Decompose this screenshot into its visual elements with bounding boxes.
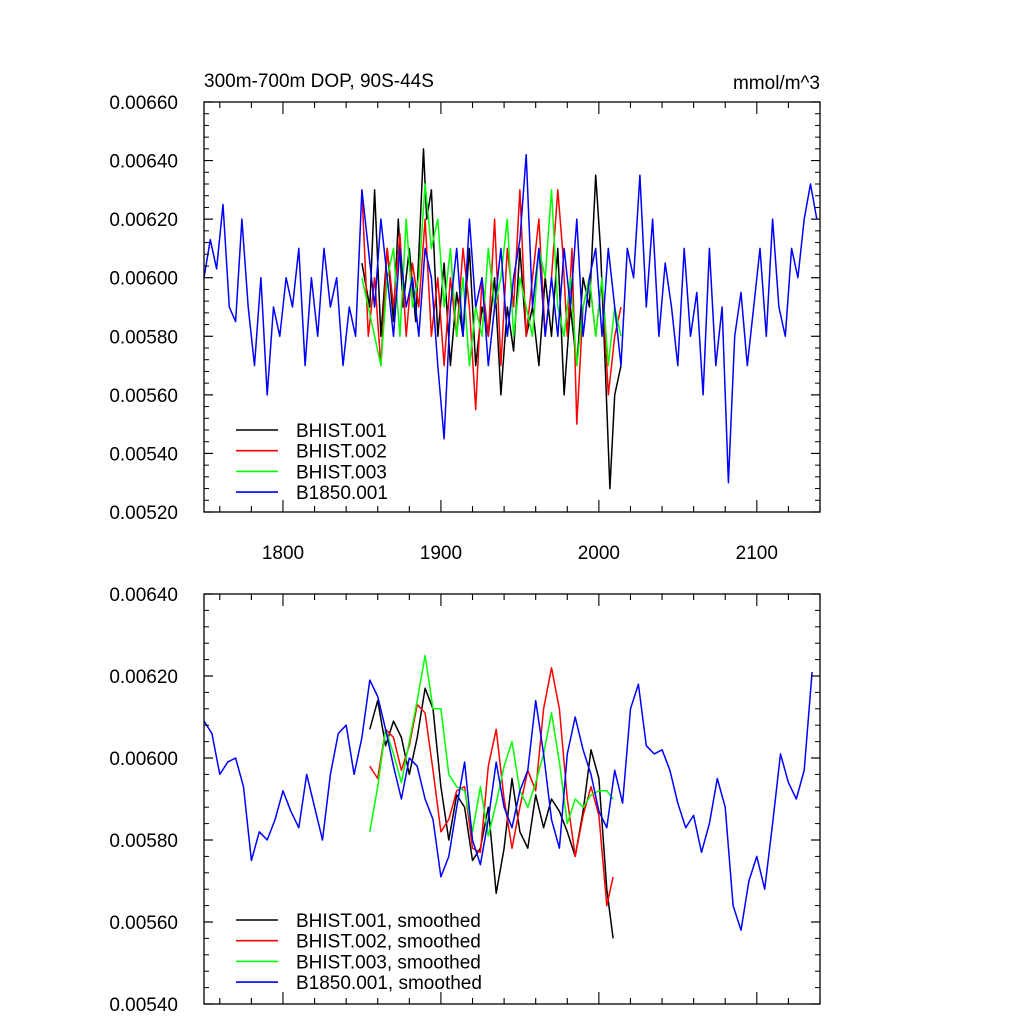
bottom-legend-label-1: BHIST.002, smoothed — [296, 932, 481, 953]
top-chart-ticks: 0.00520 0.00540 0.00560 0.00580 0.00600 0.006… — [109, 93, 821, 564]
top-chart-lines — [203, 148, 818, 490]
bottom-ytick-label: 0.00600 — [109, 749, 178, 770]
bottom-ytick-label: 0.00560 — [109, 913, 178, 934]
top-ytick-label: 0.00600 — [109, 269, 178, 290]
top-chart-title: 300m-700m DOP, 90S-44S — [204, 71, 434, 92]
bottom-ytick-label: 0.00640 — [109, 585, 178, 606]
top-xtick-label: 1800 — [262, 543, 304, 564]
top-ytick-label: 0.00620 — [109, 210, 178, 231]
top-ytick-label: 0.00520 — [109, 503, 178, 524]
top-ytick-label: 0.00580 — [109, 327, 178, 348]
top-ytick-label: 0.00640 — [109, 152, 178, 173]
bottom-ytick-label: 0.00540 — [109, 995, 178, 1016]
top-xtick-label: 2100 — [736, 543, 778, 564]
top-chart-frame — [203, 101, 821, 513]
top-legend-label-3: B1850.001 — [296, 483, 388, 504]
bottom-chart-ticks: 0.00540 0.00560 0.00580 0.00600 0.00620 0.006… — [109, 585, 821, 1016]
top-chart-units: mmol/m^3 — [733, 73, 820, 94]
top-chart-panel: 0.00520 0.00540 0.00560 0.00580 0.00600 0.006… — [109, 71, 821, 564]
top-ytick-label: 0.00660 — [109, 93, 178, 114]
bottom-legend-label-2: BHIST.003, smoothed — [296, 952, 481, 973]
bottom-legend-label-3: B1850.001, smoothed — [296, 973, 482, 994]
bottom-legend-label-0: BHIST.001, smoothed — [296, 911, 481, 932]
top-legend-label-1: BHIST.002 — [296, 442, 387, 463]
top-xtick-label: 1900 — [420, 543, 462, 564]
top-series-line-1 — [361, 189, 622, 425]
bottom-series-line-3 — [203, 671, 813, 931]
top-ytick-label: 0.00540 — [109, 444, 178, 465]
bottom-chart-frame — [203, 593, 821, 1005]
top-series-line-2 — [361, 183, 622, 367]
bottom-chart-lines — [203, 654, 813, 939]
bottom-series-line-1 — [369, 667, 614, 907]
bottom-ytick-label: 0.00580 — [109, 831, 178, 852]
top-series-line-3 — [203, 153, 818, 484]
bottom-chart-panel: 0.00540 0.00560 0.00580 0.00600 0.00620 0.006… — [109, 585, 821, 1016]
top-legend-label-0: BHIST.001 — [296, 421, 387, 442]
top-xtick-label: 2000 — [578, 543, 620, 564]
top-legend-label-2: BHIST.003 — [296, 462, 387, 483]
bottom-series-line-2 — [369, 654, 614, 837]
top-ytick-label: 0.00560 — [109, 386, 178, 407]
bottom-ytick-label: 0.00620 — [109, 667, 178, 688]
